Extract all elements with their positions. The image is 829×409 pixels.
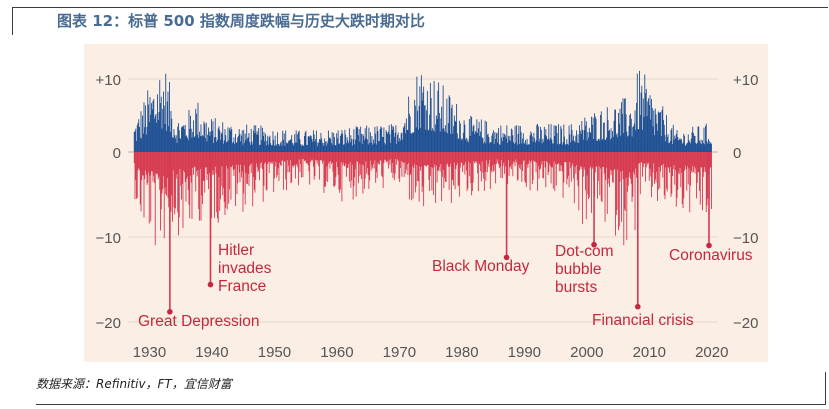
annotation-label: Great Depression [138,313,259,330]
x-tick-label: 1970 [383,344,416,361]
x-tick-label: 1960 [320,344,353,361]
annotation-label: Dot-com [555,243,614,260]
annotation-dot [503,254,510,261]
data-source-note: 数据来源：Refinitiv，FT，宜信财富 [36,377,232,391]
y-tick-label-right: −20 [733,315,758,332]
annotation-dot [207,281,214,288]
bars-group [133,70,712,246]
x-tick-label: 1940 [195,344,228,361]
x-tick-label: 1990 [508,344,541,361]
x-tick-label: 1980 [445,344,478,361]
x-tick-label: 1930 [133,344,166,361]
page-title: 图表 12：标普 500 指数周度跌幅与历史大跌时期对比 [57,12,425,30]
bottom-border-line [36,404,826,405]
x-tick-label: 2020 [695,344,728,361]
y-tick-label-left: −10 [96,230,121,247]
y-tick-label-left: −20 [96,315,121,332]
annotation-dot [591,241,597,248]
y-tick-label-right: 0 [733,145,741,162]
y-tick-label-right: −10 [733,230,758,247]
annotation-label: Black Monday [432,258,530,275]
x-tick-label: 2000 [570,344,603,361]
annotation-label: Hitler [218,242,254,259]
annotation-label: bursts [555,279,597,296]
x-tick-label: 1950 [258,344,291,361]
top-border-line [12,7,828,8]
annotation-dot [167,309,173,315]
y-tick-label-left: 0 [113,145,121,162]
annotation-label: France [218,278,266,295]
x-tick-labels: 1930 1940 1950 1960 1970 1980 1990 2000 2010 2020 [133,344,729,361]
left-border-line [12,7,13,35]
annotation-dot [706,242,712,249]
annotation-dot [634,303,641,310]
chart-background [84,44,768,362]
y-tick-labels: +10 +10 0 0 −10 −10 −20 −20 [96,72,759,332]
y-tick-label-right: +10 [733,72,758,89]
annotation-label: Coronavirus [669,247,753,264]
right-border-line [825,372,826,405]
x-tick-label: 2010 [633,344,666,361]
annotation-label: Financial crisis [592,312,694,329]
y-tick-label-left: +10 [96,72,121,89]
annotation-label: bubble [555,261,602,278]
annotation-label: invades [218,260,272,277]
